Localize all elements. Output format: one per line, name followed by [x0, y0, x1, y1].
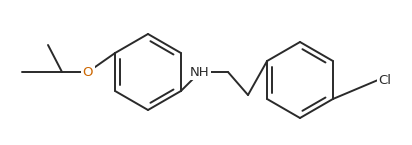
Text: Cl: Cl: [378, 74, 391, 87]
Text: NH: NH: [190, 66, 210, 78]
Text: O: O: [83, 66, 93, 78]
